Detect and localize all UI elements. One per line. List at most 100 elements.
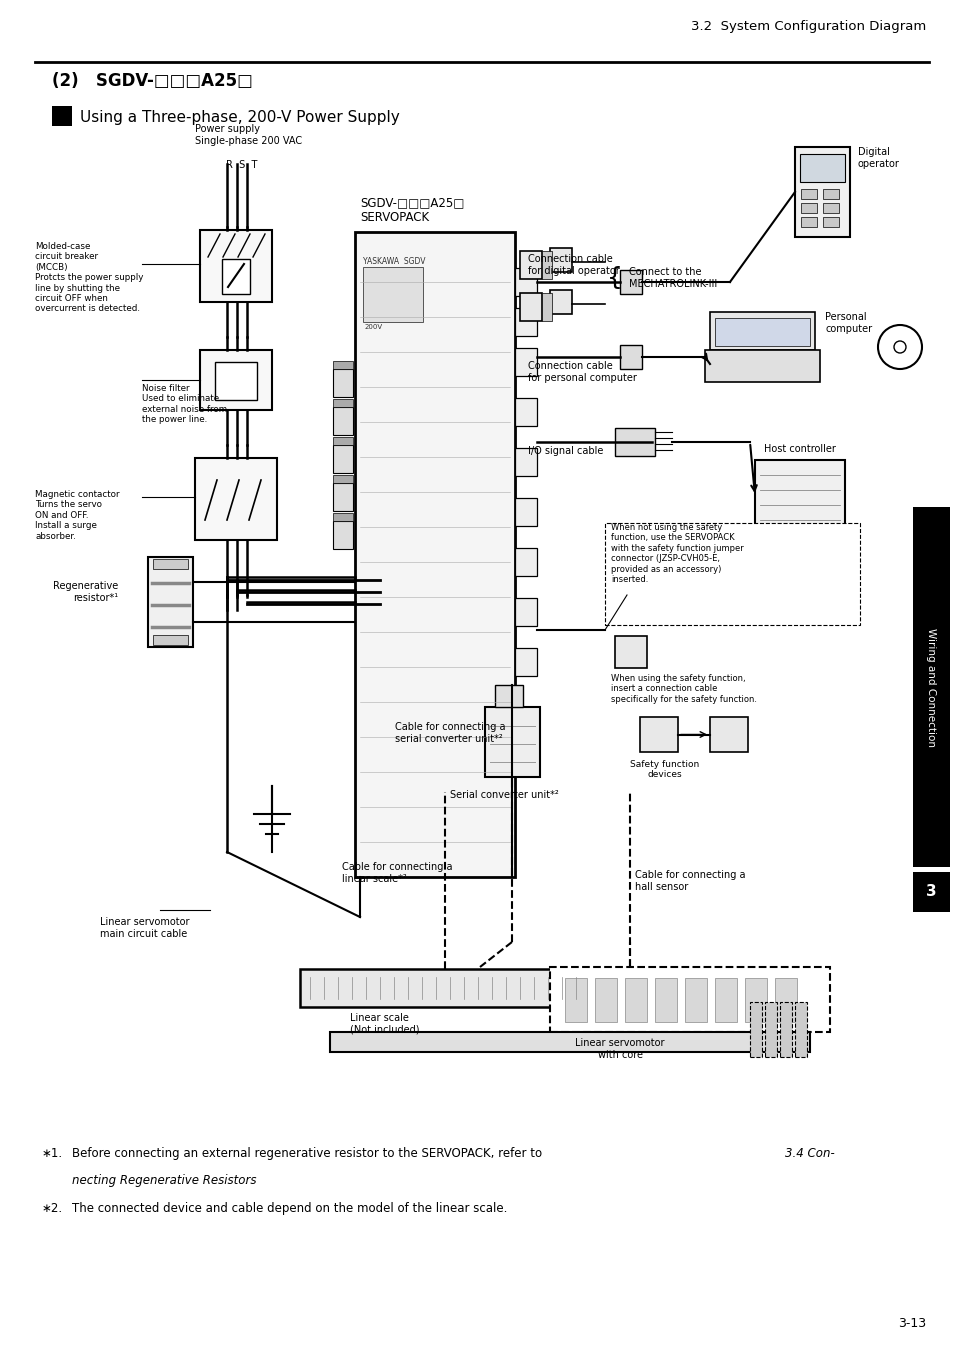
Text: Host controller: Host controller <box>763 443 835 454</box>
Text: The connected device and cable depend on the model of the linear scale.: The connected device and cable depend on… <box>71 1202 507 1215</box>
Bar <box>515 648 537 676</box>
Bar <box>550 967 829 1032</box>
Bar <box>800 154 844 183</box>
Bar <box>495 685 522 707</box>
Text: Using a Three-phase, 200-V Power Supply: Using a Three-phase, 200-V Power Supply <box>80 110 399 124</box>
Bar <box>709 312 814 350</box>
Bar <box>822 203 838 214</box>
Bar <box>214 362 256 400</box>
Bar <box>333 399 353 407</box>
Bar <box>794 1002 806 1057</box>
Bar <box>780 1002 791 1057</box>
Bar <box>515 347 537 376</box>
Bar <box>194 458 276 539</box>
Bar <box>515 397 537 426</box>
Text: When using the safety function,
insert a connection cable
specifically for the s: When using the safety function, insert a… <box>610 675 757 704</box>
Bar <box>333 475 353 483</box>
Bar <box>200 230 272 301</box>
Bar <box>709 717 747 752</box>
Text: necting Regenerative Resistors: necting Regenerative Resistors <box>71 1174 256 1187</box>
Text: Molded-case
circuit breaker
(MCCB)
Protcts the power supply
line by shutting the: Molded-case circuit breaker (MCCB) Protc… <box>35 242 143 314</box>
Bar <box>564 977 586 1022</box>
Bar <box>704 350 820 383</box>
Bar <box>515 548 537 576</box>
Text: 3.2  System Configuration Diagram: 3.2 System Configuration Diagram <box>690 20 925 32</box>
Bar <box>595 977 617 1022</box>
Text: I/O signal cable: I/O signal cable <box>527 446 602 456</box>
Bar <box>515 268 537 296</box>
Bar <box>152 635 188 645</box>
Bar <box>152 558 188 569</box>
Bar <box>333 512 353 521</box>
Text: Cable for connecting a
linear scale*²: Cable for connecting a linear scale*² <box>341 863 452 884</box>
Bar <box>801 218 816 227</box>
Bar <box>615 635 646 668</box>
Bar <box>774 977 796 1022</box>
Bar <box>333 521 353 549</box>
Bar <box>764 1002 776 1057</box>
Text: Power supply
Single-phase 200 VAC: Power supply Single-phase 200 VAC <box>194 124 302 146</box>
Text: Connection cable
for digital operator: Connection cable for digital operator <box>527 254 619 276</box>
Text: Safety function
devices: Safety function devices <box>630 760 699 779</box>
Text: Regenerative
resistor*¹: Regenerative resistor*¹ <box>52 581 118 603</box>
Bar <box>333 361 353 369</box>
Bar <box>363 266 422 322</box>
Bar <box>639 717 678 752</box>
Text: Connect to the
MECHATROLINK-III: Connect to the MECHATROLINK-III <box>628 268 717 289</box>
Text: Noise filter
Used to eliminate
external noise from
the power line.: Noise filter Used to eliminate external … <box>142 384 227 425</box>
Text: 3.4 Con-: 3.4 Con- <box>784 1146 834 1160</box>
Text: 3-13: 3-13 <box>897 1317 925 1330</box>
Bar <box>333 483 353 511</box>
Bar <box>684 977 706 1022</box>
Text: Personal
computer: Personal computer <box>824 312 871 334</box>
Bar <box>330 1032 809 1052</box>
Text: When not using the safety
function, use the SERVOPACK
with the safety function j: When not using the safety function, use … <box>610 523 743 584</box>
Bar <box>801 189 816 199</box>
Bar <box>619 345 641 369</box>
Bar <box>200 350 272 410</box>
Text: Linear scale
(Not included): Linear scale (Not included) <box>350 1013 419 1034</box>
Bar <box>619 270 641 293</box>
Text: YASKAWA  SGDV: YASKAWA SGDV <box>363 257 425 266</box>
Bar <box>515 448 537 476</box>
Bar <box>515 308 537 337</box>
Bar <box>333 369 353 397</box>
Bar <box>355 233 515 877</box>
Bar <box>515 598 537 626</box>
Bar <box>604 523 859 625</box>
Bar <box>484 707 539 777</box>
Bar <box>615 429 655 456</box>
Text: SGDV-□□□A25□
SERVOPACK: SGDV-□□□A25□ SERVOPACK <box>359 196 464 224</box>
Bar <box>624 977 646 1022</box>
Bar <box>519 293 541 320</box>
Text: 200V: 200V <box>365 324 383 330</box>
Text: Connection cable
for personal computer: Connection cable for personal computer <box>527 361 637 383</box>
Bar <box>333 407 353 435</box>
Bar <box>333 437 353 445</box>
Bar <box>515 498 537 526</box>
Bar <box>912 507 949 867</box>
Bar <box>541 293 552 320</box>
Bar <box>299 969 599 1007</box>
Text: 3: 3 <box>925 884 936 899</box>
Bar <box>822 189 838 199</box>
Bar <box>794 147 849 237</box>
Bar <box>714 977 737 1022</box>
Bar <box>222 260 250 293</box>
Text: ∗1.: ∗1. <box>42 1146 63 1160</box>
Bar <box>754 460 844 531</box>
Text: (2)   SGDV-□□□A25□: (2) SGDV-□□□A25□ <box>52 72 253 91</box>
Bar <box>52 105 71 126</box>
Bar <box>550 289 572 314</box>
Bar <box>541 251 552 279</box>
Text: Magnetic contactor
Turns the servo
ON and OFF.
Install a surge
absorber.: Magnetic contactor Turns the servo ON an… <box>35 489 119 541</box>
Bar <box>822 218 838 227</box>
Text: {: { <box>606 266 622 289</box>
Bar <box>550 247 572 272</box>
Bar <box>744 977 766 1022</box>
Text: Cable for connecting a
serial converter unit*²: Cable for connecting a serial converter … <box>395 722 505 744</box>
Bar <box>801 203 816 214</box>
Text: ∗2.: ∗2. <box>42 1202 63 1215</box>
Bar <box>912 872 949 913</box>
Text: Wiring and Connection: Wiring and Connection <box>925 627 936 746</box>
